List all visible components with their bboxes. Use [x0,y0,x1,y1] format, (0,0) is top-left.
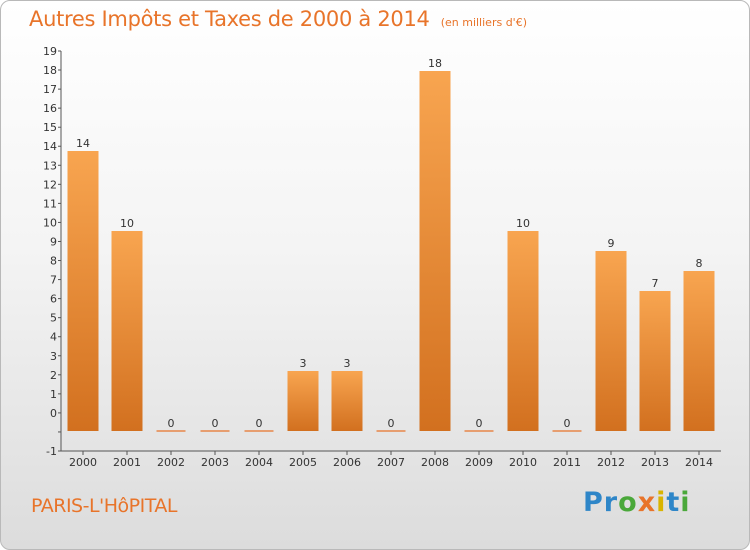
y-tick-label: 8 [50,255,57,268]
value-label: 9 [608,237,615,250]
y-tick-label: 7 [50,274,57,287]
bars [67,71,715,432]
value-label: 0 [256,417,263,430]
value-label: 3 [300,357,307,370]
y-tick-label: 17 [43,83,57,96]
bar [683,271,715,431]
bar [639,291,671,431]
value-label: 0 [388,417,395,430]
logo-letter: o [618,487,638,518]
chart-title: Autres Impôts et Taxes de 2000 à 2014 (e… [29,7,527,31]
bar [67,151,99,431]
value-label: 3 [344,357,351,370]
x-tick-label: 2006 [333,456,361,469]
y-tick-label: 10 [43,216,57,229]
x-tick-label: 2002 [157,456,185,469]
bar [287,371,319,431]
y-tick-label: 11 [43,197,57,210]
y-tick-label: 9 [50,235,57,248]
y-tick-label: 5 [50,312,57,325]
bar [507,231,539,431]
x-tick-label: 2009 [465,456,493,469]
title-main: Autres Impôts et Taxes de 2000 à 2014 [29,7,430,31]
x-tick-label: 2011 [553,456,581,469]
bar [419,71,451,431]
x-tick-label: 2007 [377,456,405,469]
x-tick-label: 2003 [201,456,229,469]
logo-letter: i [656,487,667,518]
x-tick-label: 2010 [509,456,537,469]
commune-name: PARIS-L'HôPITAL [31,495,177,517]
y-tick-label: 18 [43,64,57,77]
y-tick-label: 3 [50,350,57,363]
value-label: 0 [168,417,175,430]
bar [331,371,363,431]
value-label: 18 [428,57,442,70]
logo-letter: r [603,487,619,518]
x-tick-label: 2000 [69,456,97,469]
y-tick-label: 6 [50,293,57,306]
value-label: 10 [516,217,530,230]
title-unit: (en milliers d'€) [440,16,527,29]
x-tick-label: 2013 [641,456,669,469]
logo-letter: x [637,487,657,518]
value-label: 10 [120,217,134,230]
value-label: 0 [476,417,483,430]
y-tick-label: 19 [43,45,57,58]
value-label: 8 [696,257,703,270]
value-label: 0 [564,417,571,430]
logo-letter: P [583,487,604,518]
y-tick-label: 16 [43,102,57,115]
x-tick-label: 2014 [685,456,713,469]
logo-letter: i [680,487,691,518]
y-tick-label: 14 [43,140,57,153]
y-tick-label: 12 [43,178,57,191]
x-tick-label: 2012 [597,456,625,469]
y-tick-label: -1 [46,445,57,458]
x-tick-label: 2004 [245,456,273,469]
y-tick-label: 2 [50,369,57,382]
y-tick-label: 15 [43,121,57,134]
y-tick-label: 13 [43,159,57,172]
proxiti-logo: Proxiti [583,487,691,518]
bar [595,251,627,431]
x-tick-label: 2005 [289,456,317,469]
y-tick-label: 4 [50,331,57,344]
value-label: 0 [212,417,219,430]
value-label: 7 [652,277,659,290]
y-tick-label: 1 [50,388,57,401]
value-label: 14 [76,137,90,150]
x-tick-label: 2001 [113,456,141,469]
bar [111,231,143,431]
x-tick-label: 2008 [421,456,449,469]
value-labels: 14 10 0 0 0 3 3 0 18 0 10 0 9 7 8 [76,57,703,430]
y-tick-label: 0 [50,407,57,420]
logo-letter: t [666,487,681,518]
